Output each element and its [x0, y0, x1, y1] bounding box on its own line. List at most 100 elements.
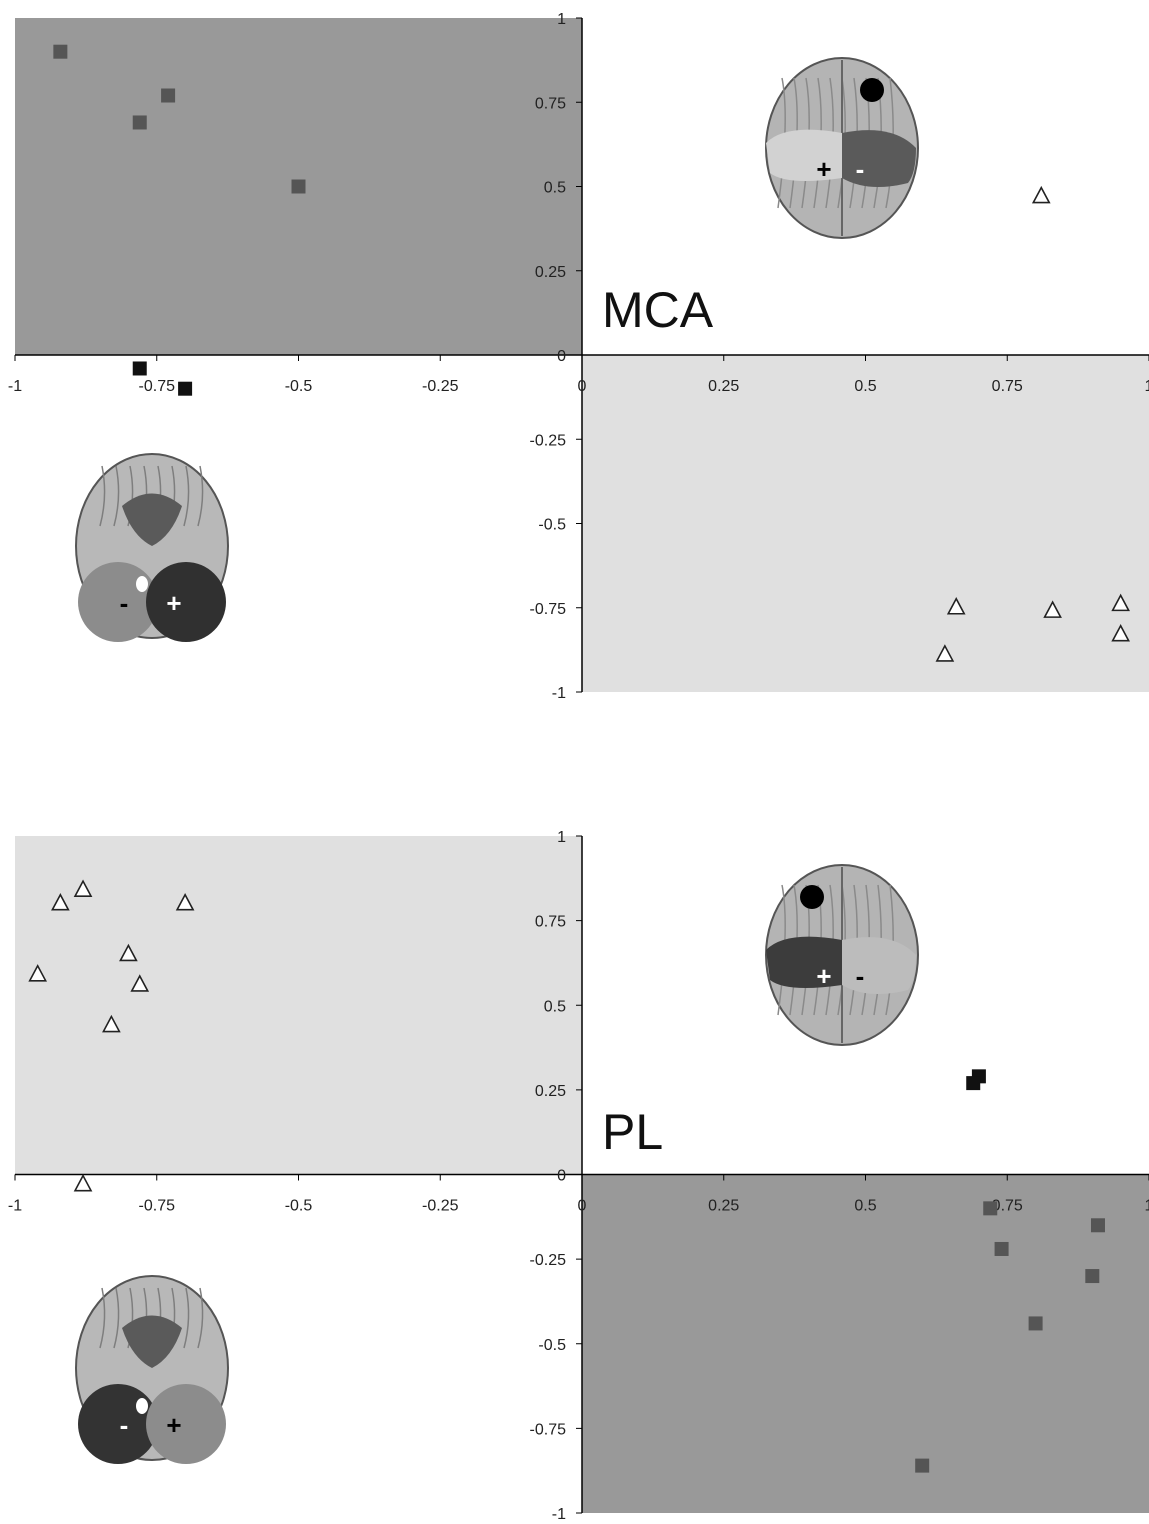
mca-panel-title: MCA [602, 282, 714, 338]
pl-brainstem-region [122, 1315, 182, 1368]
mca-triangle-point [946, 597, 966, 615]
pl-x-tick-label: -0.5 [285, 1198, 313, 1215]
pl-brain-bottom-right-sign: + [166, 1410, 181, 1440]
pl-y-tick-label: -1 [552, 1506, 566, 1523]
mca-square-point [132, 361, 147, 376]
pl-square-point [966, 1076, 981, 1091]
pl-y-tick-label: 0.25 [535, 1083, 566, 1100]
mca-brain-top-view: + - [765, 57, 919, 239]
mca-brainstem-region [122, 493, 182, 546]
pl-brain-left-region [766, 936, 842, 989]
mca-square-point [291, 179, 306, 194]
pl-square-point [915, 1458, 930, 1473]
pl-y-tick-label: 0.75 [535, 914, 566, 931]
pl-brain-top-view: + - [765, 864, 919, 1046]
mca-y-tick-label: 0.5 [544, 180, 566, 197]
pl-quadrant-top-left [15, 836, 582, 1175]
mca-brain-left-region [766, 129, 842, 182]
pl-x-ticks: -1 -0.75 -0.5 -0.25 0 0.25 0.5 0.75 1 [8, 1174, 1149, 1215]
mca-x-tick-label: -0.5 [285, 378, 313, 395]
mca-brain-white-spot [136, 576, 148, 592]
mca-y-tick-label: -0.75 [530, 601, 567, 618]
pl-brain-gyrus-line [197, 1287, 204, 1349]
mca-brain-top-right-sign: - [856, 154, 865, 184]
mca-x-ticks: -1 -0.75 -0.5 -0.25 0 0.25 0.5 0.75 1 [8, 355, 1149, 395]
pl-brain-top-right-sign: - [856, 961, 865, 991]
mca-data-points [53, 44, 1130, 662]
pl-brain-top-left-sign: + [816, 961, 831, 991]
mca-triangle-point [1031, 185, 1051, 204]
mca-brain-gyrus-line [183, 465, 190, 527]
mca-square-point [161, 88, 176, 103]
mca-brain-gyrus-line [113, 465, 120, 527]
pl-triangle-point [119, 943, 138, 962]
mca-brain-right-region [842, 130, 916, 187]
mca-brain-gyrus-line [777, 77, 786, 209]
mca-x-tick-label: 0.5 [854, 378, 876, 395]
mca-brain-bottom-view: - + [75, 453, 229, 642]
pl-y-tick-label: -0.25 [530, 1252, 567, 1269]
pl-y-ticks: 1 0.75 0.5 0.25 0 -0.25 -0.5 -0.75 -1 [530, 829, 582, 1523]
mca-square-point [178, 381, 193, 396]
mca-y-tick-label: 1 [557, 11, 566, 28]
pl-triangle-point [51, 892, 70, 911]
pl-x-tick-label: 0.25 [708, 1198, 739, 1215]
mca-x-tick-label: -0.75 [139, 378, 176, 395]
pl-y-tick-label: 1 [557, 829, 566, 846]
pl-x-tick-label: -1 [8, 1198, 22, 1215]
mca-x-tick-label: 0.25 [708, 378, 739, 395]
mca-triangle-point [935, 644, 955, 662]
pl-x-tick-label: -0.75 [139, 1198, 176, 1215]
pl-brain-bottom-view: - + [75, 1275, 229, 1464]
pl-scatter-chart: -1 -0.75 -0.5 -0.25 0 0.25 0.5 0.75 1 1 0.75 0.5 0.… [8, 829, 1149, 1523]
mca-panel: -1 -0.75 -0.5 -0.25 0 0.25 0.5 0.75 1 1 0.75 0.5 0.… [0, 0, 1149, 720]
mca-brain-bottom-right-sign: + [166, 588, 181, 618]
pl-triangle-point [102, 1014, 121, 1033]
pl-brain-electrode-dot [800, 885, 824, 909]
mca-triangle-point [1111, 593, 1130, 612]
pl-triangle-point [73, 1173, 93, 1192]
pl-square-point [1090, 1218, 1105, 1233]
mca-x-tick-label: 0 [578, 378, 587, 395]
pl-square-point [1085, 1269, 1100, 1284]
mca-brain-electrode-dot [860, 78, 884, 102]
pl-brain-right-region [842, 937, 916, 994]
pl-data-points [28, 879, 1105, 1473]
mca-brain-bottom-left-sign: - [120, 588, 129, 618]
pl-y-tick-label: -0.75 [530, 1421, 567, 1438]
mca-y-ticks: 1 0.75 0.5 0.25 0 -0.25 -0.5 -0.75 -1 [530, 11, 582, 702]
mca-y-tick-label: 0.75 [535, 95, 566, 112]
mca-triangle-point [1111, 624, 1130, 642]
pl-x-tick-label: 0.5 [854, 1198, 876, 1215]
pl-panel: -1 -0.75 -0.5 -0.25 0 0.25 0.5 0.75 1 1 0.75 0.5 0.… [0, 815, 1149, 1524]
pl-square-point [994, 1241, 1009, 1256]
mca-scatter-chart: -1 -0.75 -0.5 -0.25 0 0.25 0.5 0.75 1 1 0.75 0.5 0.… [8, 11, 1149, 702]
mca-brain-gyrus-line [197, 465, 204, 527]
pl-brain-white-spot [136, 1398, 148, 1414]
mca-y-tick-label: -0.25 [530, 432, 567, 449]
pl-brain-images: + -- + [75, 864, 919, 1464]
mca-x-tick-label: 1 [1145, 378, 1149, 395]
mca-brain-top-left-sign: + [816, 154, 831, 184]
pl-brain-gyrus-line [183, 1287, 190, 1349]
pl-triangle-point [73, 879, 93, 897]
pl-brain-gyrus-line [99, 1287, 106, 1349]
mca-brain-right-cerebellum [146, 562, 226, 642]
pl-panel-title: PL [602, 1104, 663, 1160]
pl-triangle-point [28, 964, 48, 982]
pl-brain-right-cerebellum [146, 1384, 226, 1464]
mca-square-point [53, 44, 68, 59]
pl-x-tick-label: 0.75 [992, 1198, 1023, 1215]
pl-quadrant-bottom-right [582, 1174, 1149, 1513]
pl-brain-bottom-left-sign: - [120, 1410, 129, 1440]
mca-quadrant-bottom-right [582, 355, 1149, 692]
mca-brain-images: + -- + [75, 57, 919, 642]
pl-y-tick-label: 0 [557, 1168, 566, 1185]
pl-x-tick-label: 1 [1145, 1198, 1149, 1215]
mca-y-tick-label: -0.5 [538, 517, 566, 534]
mca-y-tick-label: 0.25 [535, 264, 566, 281]
mca-brain-gyrus-line [99, 465, 106, 527]
pl-triangle-point [130, 974, 150, 992]
pl-square-point [1028, 1316, 1043, 1331]
pl-x-tick-label: -0.25 [422, 1198, 459, 1215]
